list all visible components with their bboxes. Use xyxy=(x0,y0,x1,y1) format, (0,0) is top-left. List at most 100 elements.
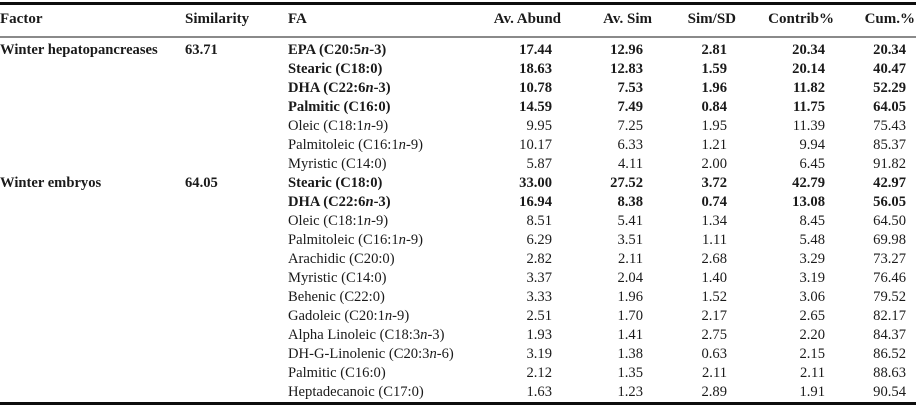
fa-name: Gadoleic (C20:1 xyxy=(288,308,385,324)
fa-name: DHA (C22:6 xyxy=(288,80,366,96)
av-sim-cell: 5.41 xyxy=(617,213,643,229)
contrib-cell: 2.15 xyxy=(799,346,825,362)
fa-name-suffix: -3) xyxy=(427,327,445,343)
factor-cell xyxy=(0,60,185,79)
contrib-cell: 2.11 xyxy=(800,365,825,381)
contrib-cell: 11.39 xyxy=(792,118,825,134)
av-abund-cell: 10.17 xyxy=(519,137,552,153)
cum-cell: 40.47 xyxy=(873,61,906,77)
similarity-cell xyxy=(185,212,288,231)
cum-cell: 52.29 xyxy=(873,80,906,96)
cum-cell: 85.37 xyxy=(873,137,906,153)
fa-cell: Oleic (C18:1n-9) xyxy=(288,117,468,136)
table-row: DHA (C22:6n-3) 10.78 7.53 1.96 11.82 52.… xyxy=(0,79,916,98)
cum-cell: 73.27 xyxy=(873,251,906,267)
similarity-cell xyxy=(185,231,288,250)
av-abund-cell: 2.51 xyxy=(526,308,552,324)
av-abund-cell: 18.63 xyxy=(519,61,552,77)
fa-name: Arachidic (C20:0) xyxy=(288,251,395,267)
fa-name-suffix: -3) xyxy=(373,194,391,210)
contrib-cell: 3.29 xyxy=(799,251,825,267)
av-sim-cell: 2.04 xyxy=(617,270,643,286)
contrib-cell: 11.75 xyxy=(792,99,825,115)
av-sim-cell: 8.38 xyxy=(617,194,643,210)
table-row: Gadoleic (C20:1n-9) 2.51 1.70 2.17 2.65 … xyxy=(0,307,916,326)
column-header-av-abund: Av. Abund xyxy=(468,3,562,38)
fa-name-suffix: -9) xyxy=(405,232,423,248)
cum-cell: 91.82 xyxy=(873,156,906,172)
contrib-cell: 2.20 xyxy=(799,327,825,343)
av-sim-cell: 1.35 xyxy=(617,365,643,381)
similarity-cell xyxy=(185,60,288,79)
fa-n-notation: n xyxy=(398,232,406,248)
fa-n-notation: n xyxy=(365,194,374,210)
contrib-cell: 3.19 xyxy=(799,270,825,286)
contrib-cell: 3.06 xyxy=(799,289,825,305)
contrib-cell: 42.79 xyxy=(792,175,825,191)
fa-cell: DHA (C22:6n-3) xyxy=(288,193,468,212)
similarity-cell xyxy=(185,250,288,269)
av-sim-cell: 6.33 xyxy=(617,137,643,153)
fa-name: Myristic (C14:0) xyxy=(288,156,387,172)
factor-cell xyxy=(0,79,185,98)
fa-name: Palmitoleic (C16:1 xyxy=(288,232,399,248)
av-abund-cell: 9.95 xyxy=(526,118,552,134)
cum-cell: 86.52 xyxy=(873,346,906,362)
fa-cell: Alpha Linoleic (C18:3n-3) xyxy=(288,326,468,345)
fa-cell: EPA (C20:5n-3) xyxy=(288,37,468,60)
similarity-cell xyxy=(185,117,288,136)
fa-name: DH-G-Linolenic (C20:3 xyxy=(288,346,430,362)
av-abund-cell: 17.44 xyxy=(519,42,552,58)
sim-sd-cell: 1.34 xyxy=(701,213,727,229)
table-row: Winter embryos 64.05 Stearic (C18:0) 33.… xyxy=(0,174,916,193)
similarity-cell: 63.71 xyxy=(185,42,218,58)
table-row: DH-G-Linolenic (C20:3n-6) 3.19 1.38 0.63… xyxy=(0,345,916,364)
table-row: Behenic (C22:0) 3.33 1.96 1.52 3.06 79.5… xyxy=(0,288,916,307)
sim-sd-cell: 2.81 xyxy=(701,42,727,58)
factor-cell xyxy=(0,250,185,269)
contrib-cell: 9.94 xyxy=(799,137,825,153)
contrib-cell: 13.08 xyxy=(792,194,825,210)
similarity-cell xyxy=(185,193,288,212)
sim-sd-cell: 1.40 xyxy=(701,270,727,286)
fa-name: Palmitic (C16:0) xyxy=(288,365,386,381)
cum-cell: 84.37 xyxy=(873,327,906,343)
av-abund-cell: 1.93 xyxy=(526,327,552,343)
cum-cell: 56.05 xyxy=(873,194,906,210)
fa-cell: Oleic (C18:1n-9) xyxy=(288,212,468,231)
factor-cell xyxy=(0,345,185,364)
av-abund-cell: 14.59 xyxy=(519,99,552,115)
table-row: Heptadecanoic (C17:0) 1.63 1.23 2.89 1.9… xyxy=(0,383,916,404)
factor-cell xyxy=(0,193,185,212)
fa-name-suffix: -9) xyxy=(371,213,389,229)
fa-name-suffix: -9) xyxy=(405,137,423,153)
fa-cell: Palmitoleic (C16:1n-9) xyxy=(288,136,468,155)
cum-cell: 79.52 xyxy=(873,289,906,305)
contrib-cell: 1.91 xyxy=(799,384,825,400)
contrib-cell: 11.82 xyxy=(792,80,825,96)
sim-sd-cell: 2.17 xyxy=(701,308,727,324)
av-sim-cell: 7.53 xyxy=(617,80,643,96)
fa-name-suffix: -9) xyxy=(371,118,389,134)
sim-sd-cell: 1.59 xyxy=(701,61,727,77)
av-sim-cell: 1.96 xyxy=(617,289,643,305)
fa-cell: Behenic (C22:0) xyxy=(288,288,468,307)
similarity-cell xyxy=(185,345,288,364)
sim-sd-cell: 0.84 xyxy=(701,99,727,115)
contrib-cell: 8.45 xyxy=(799,213,825,229)
fa-cell: Myristic (C14:0) xyxy=(288,269,468,288)
cum-cell: 42.97 xyxy=(873,175,906,191)
fa-name-suffix: -3) xyxy=(369,42,387,58)
av-sim-cell: 1.38 xyxy=(617,346,643,362)
fa-n-notation: n xyxy=(363,213,372,229)
similarity-cell xyxy=(185,155,288,174)
av-sim-cell: 1.70 xyxy=(617,308,643,324)
fa-name: Myristic (C14:0) xyxy=(288,270,387,286)
table-row: Palmitic (C16:0) 14.59 7.49 0.84 11.75 6… xyxy=(0,98,916,117)
sim-sd-cell: 2.11 xyxy=(702,365,727,381)
similarity-cell: 64.05 xyxy=(185,175,218,191)
column-header-similarity: Similarity xyxy=(185,3,288,38)
sim-sd-cell: 3.72 xyxy=(701,175,727,191)
av-sim-cell: 1.41 xyxy=(617,327,643,343)
similarity-cell xyxy=(185,326,288,345)
